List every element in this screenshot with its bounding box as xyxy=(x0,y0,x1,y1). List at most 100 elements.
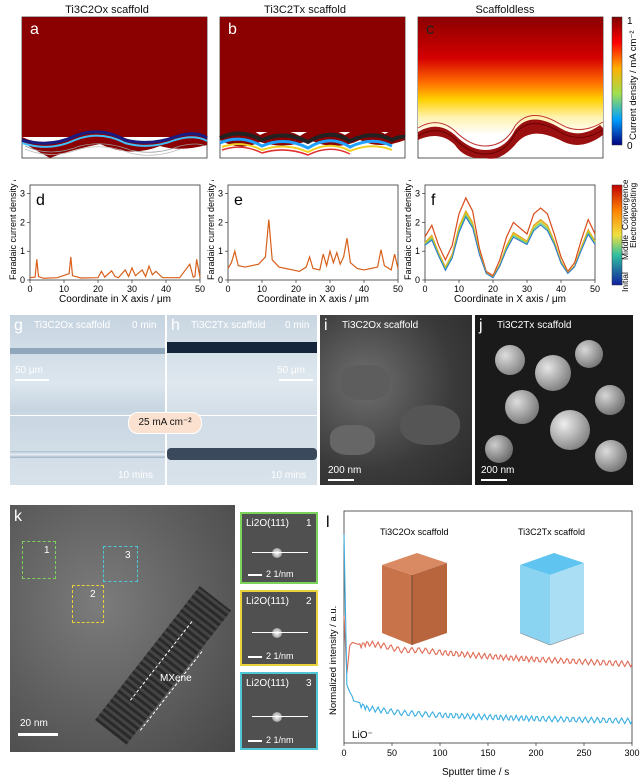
xtick-label-e: 20 xyxy=(291,284,301,294)
sem-j: j Ti3C2Tx scaffold 200 nm xyxy=(475,315,633,485)
letter-k: k xyxy=(14,508,22,525)
series-line-d xyxy=(29,256,201,279)
title-b: Ti3C2Tx scaffold xyxy=(264,4,346,16)
cube-tx xyxy=(519,553,585,646)
l-annotation: LiO⁻ xyxy=(352,730,373,741)
l-ylabel: Normalized intensity / a.u. xyxy=(328,606,339,715)
xtick-label-d: 40 xyxy=(161,284,171,294)
letter-i: i xyxy=(324,317,328,334)
process-label: Electrodepositing process xyxy=(628,180,638,248)
cube-ox xyxy=(382,553,447,645)
g-title: Ti3C2Ox scaffold xyxy=(34,320,111,331)
mxene-layers xyxy=(95,586,232,745)
xtick-label-d: 0 xyxy=(27,284,32,294)
h-time0: 0 min xyxy=(285,320,310,331)
ytick-label-d: 2 xyxy=(20,217,25,227)
colorbar-process: Electrodepositing process Convergence Mi… xyxy=(611,180,638,292)
ylabel-e: Faradaic current density / mA cm⁻² xyxy=(206,180,216,280)
ytick-label-f: 0 xyxy=(415,275,420,285)
plot-frame-f xyxy=(424,184,596,281)
ytick-label-f: 1 xyxy=(415,246,420,256)
sim-panel-a: a xyxy=(21,16,208,159)
letter-d: d xyxy=(36,192,45,209)
box-1-num: 1 xyxy=(44,545,50,556)
inset-3-scale: 2 1/nm xyxy=(266,735,294,745)
i-scale-label: 200 nm xyxy=(328,465,362,476)
xlabel-d: Coordinate in X axis / μm xyxy=(59,294,171,305)
box-2 xyxy=(72,585,104,623)
g-time0: 0 min xyxy=(132,320,157,331)
letter-b: b xyxy=(228,21,237,38)
i-scale-bar xyxy=(328,479,354,481)
simulation-row: a b c 1 0 Current density / mA cm⁻² xyxy=(21,16,639,159)
xtick-label-e: 10 xyxy=(257,284,267,294)
h-scale-bar xyxy=(279,379,313,381)
xtick-label-d: 30 xyxy=(127,284,137,294)
letter-l: l xyxy=(326,514,330,531)
chart-l: 0 50 100 150 200 250 300 Ti3C2Ox scaffold Ti3C… xyxy=(326,510,640,778)
ytick-label-e: 3 xyxy=(218,189,223,199)
box-3 xyxy=(103,546,138,582)
inset-1-num: 1 xyxy=(306,518,312,529)
ylabel-f: Faradaic current density / mA cm⁻² xyxy=(403,180,413,280)
ytick-label-d: 3 xyxy=(20,189,25,199)
letter-f: f xyxy=(431,192,436,209)
title-c: Scaffoldless xyxy=(475,4,535,16)
xtick-label-f: 40 xyxy=(556,284,566,294)
xtick-label-d: 50 xyxy=(195,284,205,294)
i-title: Ti3C2Ox scaffold xyxy=(342,320,419,331)
j-scale-bar xyxy=(481,479,507,481)
tem-scale-bar xyxy=(18,733,58,736)
series-line-e xyxy=(227,219,399,273)
series-band-f xyxy=(424,216,596,279)
process-mid: Middle xyxy=(620,235,630,260)
box-1 xyxy=(22,541,56,579)
l-inset-title-ox: Ti3C2Ox scaffold xyxy=(380,527,449,537)
g-scale-label: 50 μm xyxy=(15,365,43,376)
colorbar-min: 0 xyxy=(627,141,633,152)
inset-3-num: 3 xyxy=(306,678,312,689)
xtick-label-e: 0 xyxy=(225,284,230,294)
letter-e: e xyxy=(234,192,243,209)
inset-3: Li2O(111) 3 2 1/nm xyxy=(240,672,318,750)
inset-2-label: Li2O(111) xyxy=(246,596,289,607)
colorbar-current-density: 1 0 Current density / mA cm⁻² xyxy=(611,16,639,152)
xtick-label-e: 50 xyxy=(393,284,403,294)
letter-h: h xyxy=(171,317,180,334)
ylabel-d: Faradaic current density / mA cm⁻² xyxy=(8,180,18,280)
xlabel-f: Coordinate in X axis / μm xyxy=(454,294,566,305)
inset-2: Li2O(111) 2 2 1/nm xyxy=(240,590,318,666)
ytick-label-d: 0 xyxy=(20,275,25,285)
l-xtick-label: 0 xyxy=(341,748,346,758)
g-time10: 10 mins xyxy=(118,470,154,481)
process-bottom: Initial xyxy=(620,272,630,292)
sim-panel-c: c xyxy=(417,16,604,159)
inset-1: Li2O(111) 1 2 1/nm xyxy=(240,512,318,584)
title-a: Ti3C2Ox scaffold xyxy=(65,4,149,16)
xtick-label-f: 10 xyxy=(454,284,464,294)
l-xtick-label: 100 xyxy=(432,748,447,758)
xtick-label-f: 50 xyxy=(590,284,600,294)
current-label: 25 mA cm⁻² xyxy=(128,412,202,434)
h-scale-label: 50 μm xyxy=(277,365,305,376)
series-line-f xyxy=(424,196,596,277)
box-3-num: 3 xyxy=(125,550,131,561)
xtick-label-e: 30 xyxy=(325,284,335,294)
xtick-label-d: 10 xyxy=(59,284,69,294)
plot-frame-d xyxy=(29,184,201,281)
letter-a: a xyxy=(30,21,39,38)
l-xtick-label: 300 xyxy=(624,748,639,758)
sim-panel-b: b xyxy=(219,16,406,159)
xlabel-e: Coordinate in X axis / μm xyxy=(257,294,369,305)
inset-2-num: 2 xyxy=(306,596,312,607)
xtick-label-d: 20 xyxy=(93,284,103,294)
letter-c: c xyxy=(426,21,434,38)
letter-g: g xyxy=(14,317,23,334)
ytick-label-f: 3 xyxy=(415,189,420,199)
inset-2-scale: 2 1/nm xyxy=(266,651,294,661)
optical-h: h Ti3C2Tx scaffold 0 min 50 μm 10 mins xyxy=(167,315,317,485)
l-xtick-label: 200 xyxy=(528,748,543,758)
optical-g: g Ti3C2Ox scaffold 0 min 50 μm 10 mins xyxy=(10,315,165,485)
process-top: Convergence xyxy=(620,180,630,230)
